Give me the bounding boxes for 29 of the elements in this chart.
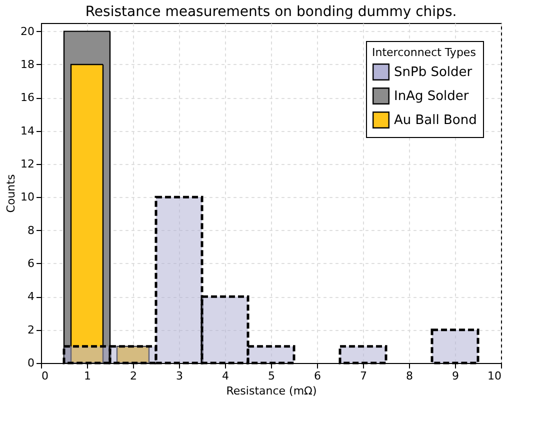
legend-title: Interconnect Types bbox=[372, 46, 476, 59]
y-tick-label: 14 bbox=[20, 124, 34, 138]
y-tick-label: 0 bbox=[28, 356, 34, 370]
x-tick-label: 0 bbox=[42, 370, 48, 382]
x-tick-label: 9 bbox=[452, 370, 459, 382]
x-tick-label: 2 bbox=[130, 370, 137, 382]
x-tick-label: 1 bbox=[84, 370, 91, 382]
y-tick-label: 16 bbox=[20, 91, 34, 104]
y-tick-label: 8 bbox=[28, 224, 34, 237]
legend-label: SnPb Solder bbox=[394, 65, 473, 80]
y-tick-label: 2 bbox=[28, 323, 34, 336]
x-axis-title: Resistance (mΩ) bbox=[226, 384, 317, 398]
x-tick-label: 6 bbox=[314, 370, 321, 382]
y-tick-label: 12 bbox=[20, 157, 34, 170]
y-tick-label: 20 bbox=[20, 24, 34, 38]
y-tick-label: 6 bbox=[28, 256, 34, 270]
x-tick-label: 3 bbox=[176, 370, 183, 382]
x-tick-label: 10 bbox=[488, 370, 502, 382]
chart-title: Resistance measurements on bonding dummy chips. bbox=[85, 4, 457, 20]
x-tick-label: 5 bbox=[268, 370, 275, 382]
y-tick-label: 10 bbox=[20, 190, 34, 204]
x-tick-label: 4 bbox=[222, 370, 229, 382]
y-axis-title: Counts bbox=[4, 174, 18, 213]
legend-label: Au Ball Bond bbox=[394, 113, 477, 128]
y-tick-label: 18 bbox=[20, 58, 34, 71]
legend-label: InAg Solder bbox=[394, 89, 470, 104]
x-tick-label: 8 bbox=[406, 370, 413, 382]
y-tick-label: 4 bbox=[28, 290, 34, 304]
x-tick-label: 7 bbox=[360, 370, 367, 382]
